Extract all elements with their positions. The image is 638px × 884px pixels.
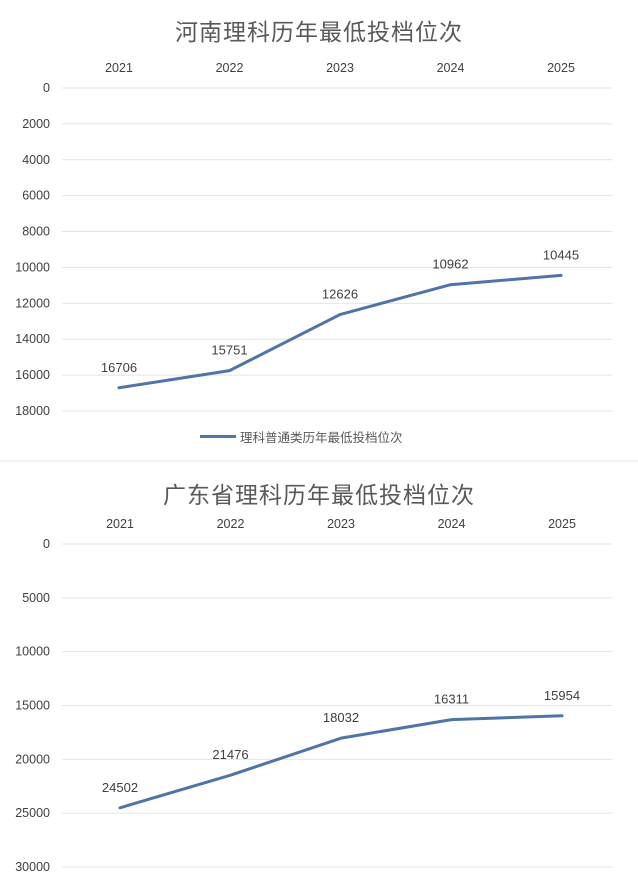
y-tick-label: 25000	[15, 806, 50, 820]
x-tick-label: 2025	[547, 61, 575, 75]
y-tick-label: 5000	[22, 591, 50, 605]
x-tick-label: 2022	[217, 517, 245, 531]
chart-plot-guangdong: 0 5000 10000 15000 20000 25000 30000 2021 2022 20…	[15, 517, 612, 874]
chart-plot-henan: 0 2000 4000 6000 8000 10000 12000 14000 16000 180…	[15, 61, 612, 418]
data-label: 12626	[322, 287, 358, 302]
chart-panel-henan: 河南理科历年最低投档位次 0 2000 4000 6000 8000 10000 12000…	[0, 20, 638, 463]
legend: 理科普通类历年最低投档位次	[200, 426, 403, 446]
legend-line-swatch	[200, 434, 236, 438]
y-tick-label: 14000	[15, 332, 50, 346]
chart-title: 河南理科历年最低投档位次	[175, 20, 463, 46]
series-line	[117, 273, 563, 390]
y-tick-label: 16000	[15, 368, 50, 382]
data-label: 16706	[101, 360, 137, 375]
data-label: 10962	[432, 257, 468, 272]
panel-divider	[0, 460, 638, 463]
legend-label: 理科普通类历年最低投档位次	[240, 429, 403, 445]
data-label: 24502	[102, 780, 138, 795]
y-tick-label: 20000	[15, 752, 50, 766]
x-tick-label: 2021	[105, 61, 133, 75]
data-label: 21476	[212, 747, 248, 762]
chart-panel-guangdong: 广东省理科历年最低投档位次 0 5000 10000 15000 20000 25000 3…	[0, 462, 638, 884]
y-tick-label: 15000	[15, 699, 50, 713]
x-tick-label: 2021	[106, 517, 134, 531]
x-tick-label: 2023	[327, 517, 355, 531]
data-label: 10445	[543, 247, 579, 262]
y-tick-label: 12000	[15, 296, 50, 310]
y-tick-label: 2000	[22, 117, 50, 131]
y-tick-label: 6000	[22, 189, 50, 203]
y-tick-label: 0	[43, 81, 50, 95]
x-tick-label: 2024	[437, 61, 465, 75]
data-label: 15954	[544, 688, 580, 703]
y-tick-label: 10000	[15, 645, 50, 659]
series-line	[118, 714, 564, 810]
x-tick-label: 2022	[216, 61, 244, 75]
data-label: 18032	[323, 710, 359, 725]
y-tick-label: 18000	[15, 404, 50, 418]
chart-title: 广东省理科历年最低投档位次	[163, 483, 475, 509]
x-tick-label: 2023	[326, 61, 354, 75]
x-tick-label: 2024	[438, 517, 466, 531]
x-tick-label: 2025	[548, 517, 576, 531]
y-tick-label: 10000	[15, 260, 50, 274]
y-tick-label: 4000	[22, 153, 50, 167]
data-label: 16311	[434, 692, 469, 707]
data-label: 15751	[211, 343, 247, 358]
y-tick-label: 0	[43, 537, 50, 551]
y-tick-label: 8000	[22, 225, 50, 239]
y-tick-label: 30000	[15, 860, 50, 874]
